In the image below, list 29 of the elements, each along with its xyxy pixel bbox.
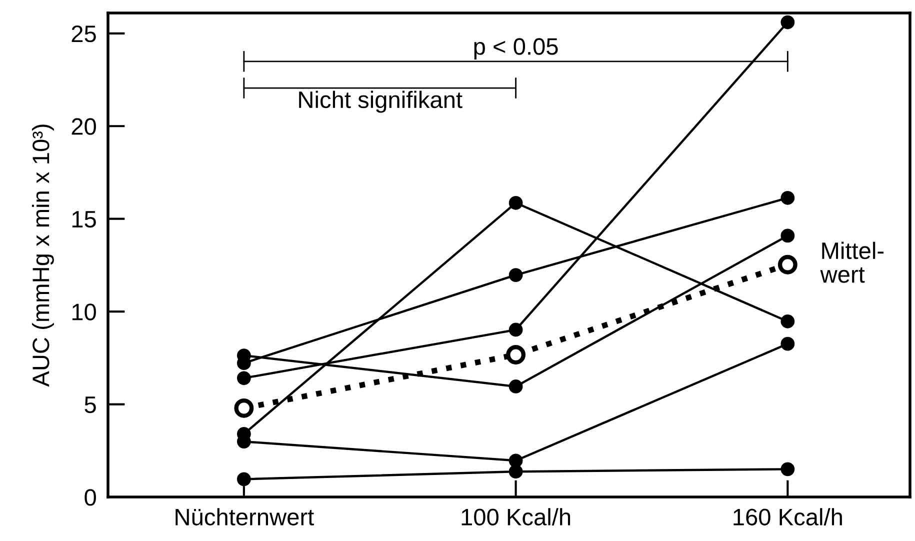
point xyxy=(508,322,523,337)
x-tick-label: 100 Kcal/h xyxy=(462,508,570,526)
series-label: Mittel- wert xyxy=(820,242,884,283)
point xyxy=(780,462,795,476)
point xyxy=(508,268,523,282)
point xyxy=(780,190,795,205)
annotation: Nicht signifikant xyxy=(299,90,462,113)
point xyxy=(236,371,251,386)
y-tick-label: 20 xyxy=(72,118,96,135)
y-tick-label: 10 xyxy=(72,304,96,320)
point xyxy=(780,314,795,328)
point xyxy=(236,472,251,486)
point xyxy=(508,464,523,479)
y-tick-label: 0 xyxy=(84,489,96,506)
x-tick-label: Nüchternwert xyxy=(176,508,314,526)
point xyxy=(234,398,254,418)
point xyxy=(780,15,795,30)
y-tick-label: 5 xyxy=(84,396,96,414)
point xyxy=(778,254,798,274)
x-tick-label: 160 Kcal/h xyxy=(734,508,842,526)
annotation: p < 0.05 xyxy=(474,38,558,60)
point xyxy=(508,196,523,210)
y-tick-label: 15 xyxy=(72,211,96,228)
point xyxy=(508,380,523,394)
point xyxy=(506,345,526,364)
point xyxy=(780,228,795,243)
y-axis-title: AUC (mmHg x min x 10³) xyxy=(32,124,54,387)
y-tick-label: 25 xyxy=(72,25,96,42)
point xyxy=(780,336,795,351)
